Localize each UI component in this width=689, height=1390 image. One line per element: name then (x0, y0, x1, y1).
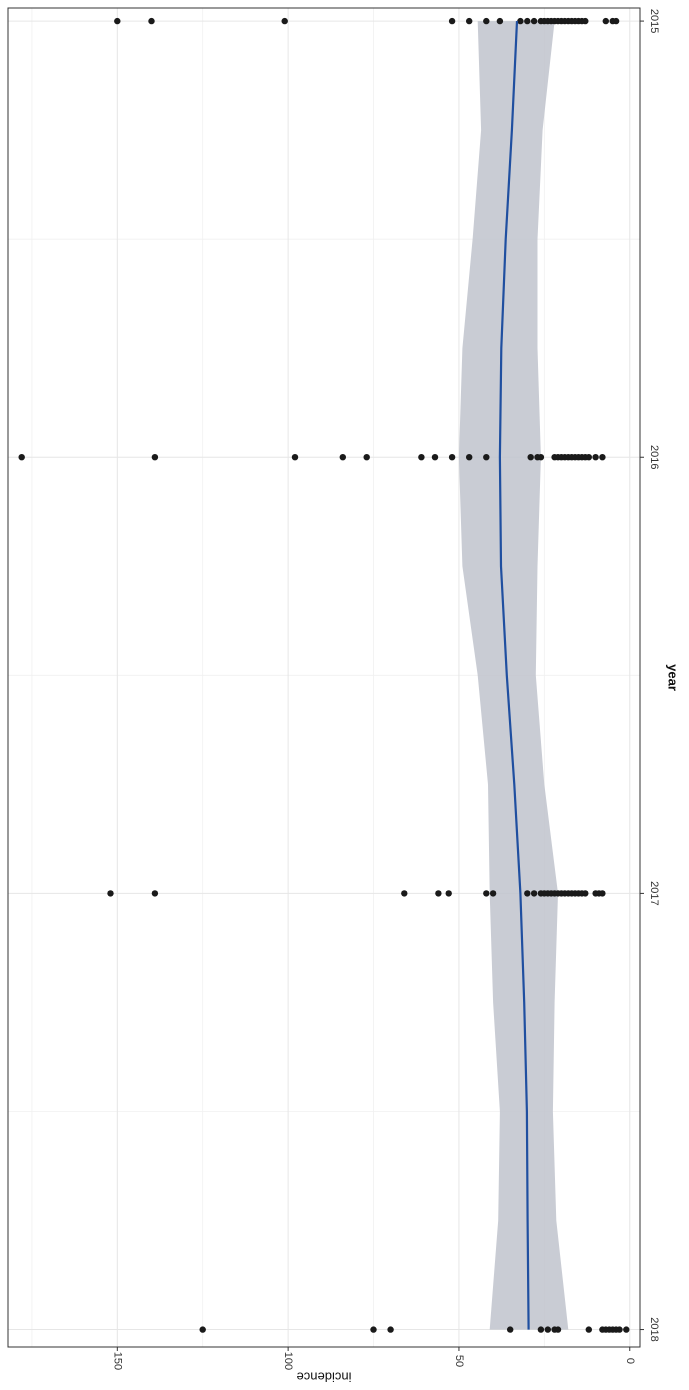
data-point (616, 1326, 623, 1333)
data-point (151, 890, 159, 897)
smooth-line (498, 21, 530, 1330)
data-point (435, 890, 442, 897)
x-tick-label: 2017 (648, 881, 660, 905)
data-point (524, 890, 531, 897)
data-point (401, 890, 408, 897)
data-point (18, 454, 25, 461)
data-point (507, 1326, 514, 1333)
smooth-line-layer (498, 21, 530, 1330)
data-point (114, 17, 121, 25)
y-tick-label: 150 (111, 1352, 123, 1370)
data-point (387, 1326, 394, 1333)
data-point (602, 17, 609, 25)
data-point (592, 454, 599, 461)
x-tick-label: 2015 (648, 9, 660, 33)
data-point (517, 17, 524, 25)
data-point (582, 890, 589, 897)
data-point (483, 17, 490, 25)
data-point (483, 890, 490, 897)
data-point (281, 17, 288, 25)
data-point (466, 454, 473, 461)
data-point (612, 17, 620, 25)
data-point (370, 1326, 377, 1333)
data-point (537, 454, 545, 461)
y-tick-label: 50 (453, 1355, 465, 1367)
data-point (599, 890, 606, 897)
data-point (623, 1326, 630, 1333)
data-point (448, 454, 456, 461)
data-point (585, 454, 592, 461)
x-axis-title: year (666, 664, 681, 691)
data-point (107, 890, 114, 897)
y-axis-title: incidence (297, 1370, 352, 1385)
data-point (148, 17, 155, 25)
data-point (199, 1326, 206, 1333)
data-point (489, 890, 497, 897)
data-point (527, 454, 534, 461)
confidence-band-layer (458, 21, 569, 1330)
y-tick-label: 0 (624, 1358, 636, 1364)
data-point (418, 454, 425, 461)
data-point (496, 17, 504, 25)
data-point (483, 454, 490, 461)
data-point (363, 454, 370, 461)
y-tick-label: 100 (282, 1352, 294, 1370)
confidence-band (458, 21, 569, 1330)
data-points-layer (18, 17, 630, 1333)
data-point (530, 890, 538, 897)
data-point (530, 17, 538, 25)
data-point (431, 454, 439, 461)
x-tick-label: 2016 (648, 445, 660, 469)
data-point (582, 17, 589, 25)
plot-panel-border (7, 7, 641, 1348)
data-point (585, 1326, 592, 1333)
data-point (151, 454, 159, 461)
data-point (544, 1326, 551, 1333)
data-point (291, 454, 299, 461)
data-point (466, 17, 473, 25)
data-point (524, 17, 531, 25)
y-axis-ticks: 0 50 100 150 (111, 1347, 636, 1370)
x-axis-ticks: 2015 2016 2017 2018 (640, 9, 660, 1342)
data-point (445, 890, 452, 897)
x-tick-label: 2018 (648, 1317, 660, 1341)
data-point (339, 454, 346, 461)
data-point (599, 454, 606, 461)
data-point (554, 1326, 562, 1333)
data-point (448, 17, 456, 25)
data-point (537, 1326, 545, 1333)
